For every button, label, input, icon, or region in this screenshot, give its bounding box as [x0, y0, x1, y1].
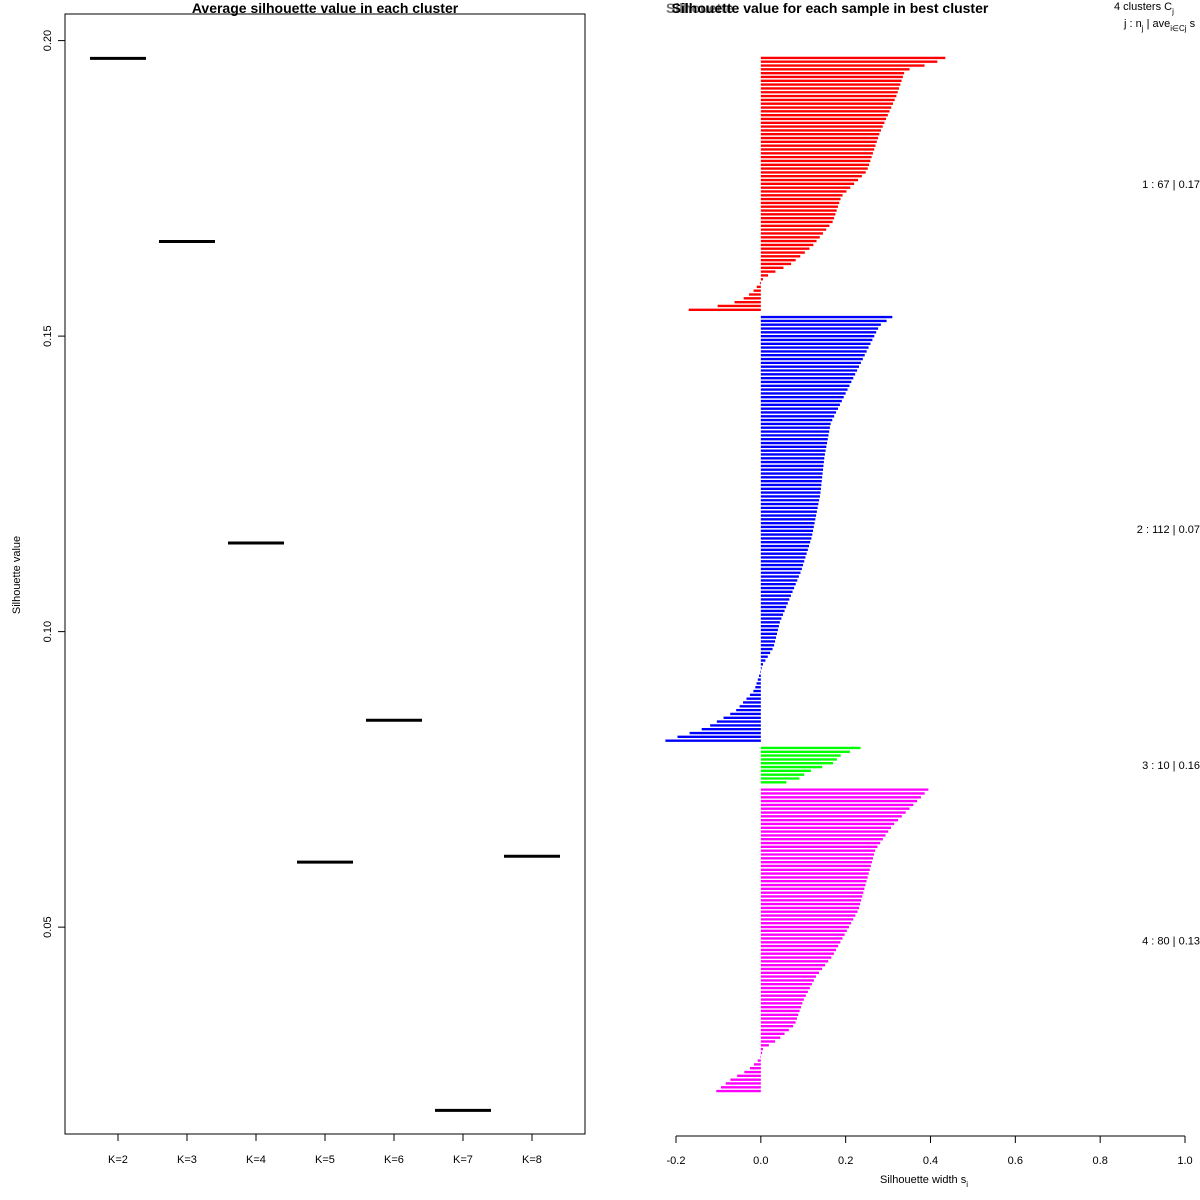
right-x-axis-label: Silhouette width si: [880, 1174, 968, 1189]
right-x-tick-label: 0.4: [923, 1155, 938, 1167]
cluster-summary-label: 4 : 80 | 0.13: [1142, 935, 1200, 947]
left-y-axis: 0.05 0.10 0.15 0.20: [42, 30, 65, 938]
left-x-tick-label: K=7: [453, 1154, 473, 1166]
left-x-tick-label: K=3: [177, 1154, 197, 1166]
left-y-axis-label: Silhouette value: [11, 536, 23, 614]
average-silhouette-marks: [90, 56, 560, 1112]
legend-header-line1: 4 clusters Cj: [1114, 1, 1174, 16]
average-silhouette-panel: Average silhouette value in each cluster…: [11, 0, 586, 1166]
cluster-summary-label: 3 : 10 | 0.16: [1142, 760, 1200, 772]
left-x-tick-label: K=8: [522, 1154, 542, 1166]
right-x-axis: -0.2 0.0 0.2 0.4 0.6 0.8 1.0: [667, 1135, 1193, 1167]
left-y-tick-label: 0.10: [42, 621, 54, 642]
left-y-tick-label: 0.20: [42, 30, 54, 51]
right-x-tick-label: 0.0: [753, 1155, 768, 1167]
left-chart-title: Average silhouette value in each cluster: [192, 0, 459, 16]
left-y-tick-label: 0.05: [42, 916, 54, 937]
legend-header-line2: j : nj | avei∈Cj s: [1123, 18, 1196, 33]
right-x-tick-label: 1.0: [1177, 1155, 1192, 1167]
left-x-tick-label: K=2: [108, 1154, 128, 1166]
silhouette-bars: [665, 56, 946, 1093]
cluster-summary-label: 1 : 67 | 0.17: [1142, 179, 1200, 191]
right-x-tick-label: 0.2: [838, 1155, 853, 1167]
cluster-legend-header: 4 clusters Cj j : nj | avei∈Cj s: [1114, 1, 1196, 33]
sample-silhouette-panel: Silhouette value for each sample in best…: [665, 0, 1200, 1189]
right-chart-title: Silhouette value for each sample in best…: [672, 0, 989, 16]
left-x-tick-label: K=6: [384, 1154, 404, 1166]
left-y-tick-label: 0.15: [42, 325, 54, 346]
right-x-tick-label: 0.6: [1008, 1155, 1023, 1167]
cluster-summary-label: 2 : 112 | 0.07: [1137, 524, 1200, 536]
left-x-tick-label: K=5: [315, 1154, 335, 1166]
right-overlay-title: Silhouette: [666, 0, 734, 16]
left-x-axis: K=2 K=3 K=4 K=5 K=6 K=7 K=8: [108, 1134, 542, 1166]
right-x-tick-label: -0.2: [667, 1155, 686, 1167]
left-plot-frame: [64, 13, 586, 1135]
right-x-tick-label: 0.8: [1093, 1155, 1108, 1167]
cluster-summary-labels: 1 : 67 | 0.17 2 : 112 | 0.07 3 : 10 | 0.16…: [1137, 179, 1200, 948]
left-x-tick-label: K=4: [246, 1154, 266, 1166]
